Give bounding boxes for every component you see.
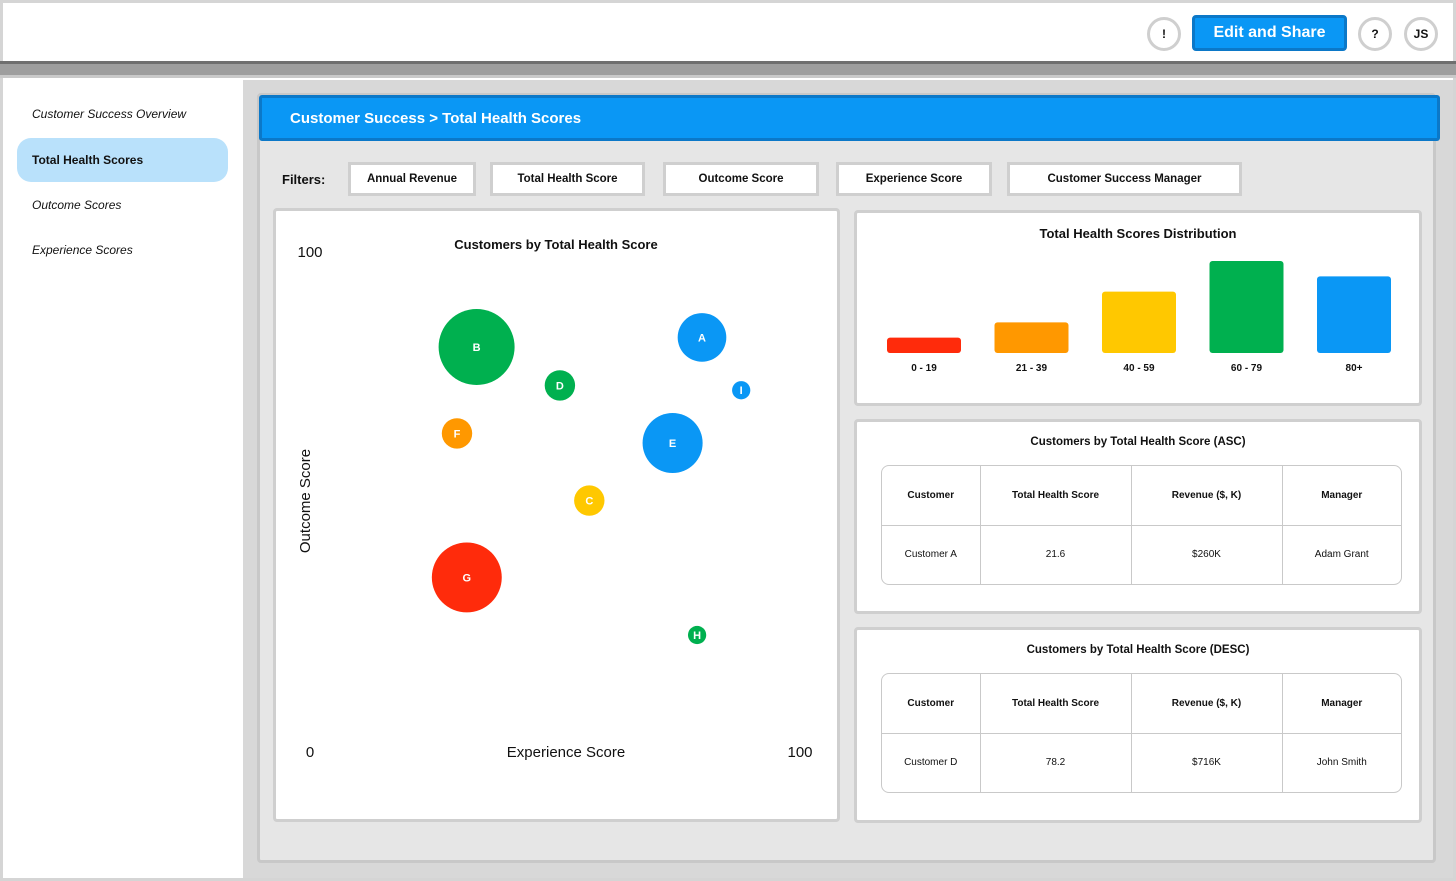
header-manager: Manager bbox=[1281, 674, 1401, 734]
bubble-label-d: D bbox=[556, 380, 564, 392]
distribution-chart: Total Health Scores Distribution 0 - 19 2… bbox=[887, 226, 1391, 374]
bar-label-1: 21 - 39 bbox=[1016, 363, 1048, 374]
asc-table-title: Customers by Total Health Score (ASC) bbox=[1030, 436, 1246, 448]
table-header-row: Customer Total Health Score Revenue ($, … bbox=[882, 674, 1401, 734]
bubble-series: A B C D E F G H I bbox=[431, 309, 751, 645]
cell-manager: Adam Grant bbox=[1281, 524, 1401, 584]
bubble-label-e: E bbox=[669, 438, 676, 450]
distribution-chart-title: Total Health Scores Distribution bbox=[1040, 226, 1237, 241]
bubble-a[interactable] bbox=[677, 313, 727, 362]
x-axis-label: Experience Score bbox=[507, 744, 625, 761]
sidebar-item-customer-success-overview[interactable]: Customer Success Overview bbox=[32, 107, 187, 121]
bubble-label-h: H bbox=[693, 630, 701, 642]
table-row[interactable]: Customer D 78.2 $716K John Smith bbox=[882, 732, 1401, 792]
bar-label-4: 80+ bbox=[1346, 363, 1363, 374]
bubble-e[interactable] bbox=[642, 412, 703, 474]
bar-1[interactable] bbox=[994, 322, 1069, 353]
cell-customer: Customer A bbox=[882, 524, 981, 584]
bubble-label-c: C bbox=[585, 496, 593, 508]
desc-table-card: Customers by Total Health Score (DESC) C… bbox=[854, 627, 1422, 823]
asc-table: Customer Total Health Score Revenue ($, … bbox=[881, 465, 1402, 585]
bubble-label-g: G bbox=[463, 572, 472, 584]
bar-label-0: 0 - 19 bbox=[911, 363, 937, 374]
top-bar: ! Edit and Share ? JS bbox=[3, 3, 1453, 61]
filter-experience-score[interactable]: Experience Score bbox=[836, 162, 992, 196]
bar-2[interactable] bbox=[1102, 291, 1176, 353]
y-axis-max-label: 100 bbox=[297, 244, 322, 261]
bubble-h[interactable] bbox=[687, 625, 707, 645]
sidebar-item-outcome-scores[interactable]: Outcome Scores bbox=[32, 198, 122, 212]
bubble-b[interactable] bbox=[438, 309, 515, 385]
bubble-chart-card: Customers by Total Health Score 100 0 10… bbox=[273, 208, 840, 822]
bar-label-3: 60 - 79 bbox=[1231, 363, 1263, 374]
alert-icon[interactable]: ! bbox=[1147, 17, 1181, 51]
cell-manager: John Smith bbox=[1281, 732, 1401, 792]
filter-total-health-score[interactable]: Total Health Score bbox=[490, 162, 645, 196]
bar-0[interactable] bbox=[887, 337, 961, 353]
bubble-chart: Customers by Total Health Score 100 0 10… bbox=[297, 237, 813, 761]
header-revenue: Revenue ($, K) bbox=[1130, 466, 1283, 526]
breadcrumb: Customer Success > Total Health Scores bbox=[259, 95, 1440, 141]
filter-outcome-score[interactable]: Outcome Score bbox=[663, 162, 819, 196]
cell-total-health-score: 78.2 bbox=[979, 732, 1132, 792]
bubble-g[interactable] bbox=[431, 542, 502, 613]
bubble-f[interactable] bbox=[441, 418, 473, 449]
sidebar-item-total-health-scores[interactable]: Total Health Scores bbox=[17, 138, 228, 182]
bubble-chart-title: Customers by Total Health Score bbox=[454, 237, 657, 252]
x-axis-max-label: 100 bbox=[787, 744, 812, 761]
bubble-label-i: I bbox=[740, 385, 743, 397]
filter-annual-revenue[interactable]: Annual Revenue bbox=[348, 162, 476, 196]
distribution-bars: 0 - 19 21 - 39 40 - 59 60 - 79 80+ bbox=[887, 261, 1391, 374]
sidebar-item-experience-scores[interactable]: Experience Scores bbox=[32, 243, 133, 257]
cell-revenue: $716K bbox=[1130, 732, 1283, 792]
header-customer: Customer bbox=[882, 466, 981, 526]
asc-table-card: Customers by Total Health Score (ASC) Cu… bbox=[854, 419, 1422, 614]
help-icon[interactable]: ? bbox=[1358, 17, 1392, 51]
dashboard-panel: Customer Success > Total Health Scores F… bbox=[257, 93, 1440, 863]
cell-total-health-score: 21.6 bbox=[979, 524, 1132, 584]
distribution-chart-card: Total Health Scores Distribution 0 - 19 2… bbox=[854, 210, 1422, 406]
header-manager: Manager bbox=[1281, 466, 1401, 526]
table-header-row: Customer Total Health Score Revenue ($, … bbox=[882, 466, 1401, 526]
bubble-d[interactable] bbox=[544, 370, 576, 401]
header-customer: Customer bbox=[882, 674, 981, 734]
bar-3[interactable] bbox=[1209, 261, 1284, 353]
sidebar: Customer Success Overview Total Health S… bbox=[3, 80, 243, 878]
desc-table-title: Customers by Total Health Score (DESC) bbox=[1026, 644, 1250, 656]
table-row[interactable]: Customer A 21.6 $260K Adam Grant bbox=[882, 524, 1401, 584]
header-total-health-score: Total Health Score bbox=[979, 466, 1132, 526]
bubble-label-a: A bbox=[698, 332, 706, 344]
edit-and-share-button[interactable]: Edit and Share bbox=[1192, 15, 1347, 51]
cell-customer: Customer D bbox=[882, 732, 981, 792]
filters-label: Filters: bbox=[282, 172, 326, 187]
header-divider bbox=[0, 61, 1456, 78]
bubble-label-b: B bbox=[473, 342, 481, 354]
filter-customer-success-manager[interactable]: Customer Success Manager bbox=[1007, 162, 1242, 196]
bubble-c[interactable] bbox=[574, 485, 605, 516]
main-content: Customer Success > Total Health Scores F… bbox=[243, 80, 1453, 878]
cell-revenue: $260K bbox=[1130, 524, 1283, 584]
x-axis-min-label: 0 bbox=[306, 744, 314, 761]
bubble-i[interactable] bbox=[732, 381, 751, 400]
avatar[interactable]: JS bbox=[1404, 17, 1438, 51]
bar-label-2: 40 - 59 bbox=[1123, 363, 1155, 374]
header-total-health-score: Total Health Score bbox=[979, 674, 1132, 734]
y-axis-label: Outcome Score bbox=[297, 449, 314, 553]
bubble-label-f: F bbox=[454, 428, 461, 440]
header-revenue: Revenue ($, K) bbox=[1130, 674, 1283, 734]
bar-4[interactable] bbox=[1317, 276, 1391, 353]
desc-table: Customer Total Health Score Revenue ($, … bbox=[881, 673, 1402, 793]
